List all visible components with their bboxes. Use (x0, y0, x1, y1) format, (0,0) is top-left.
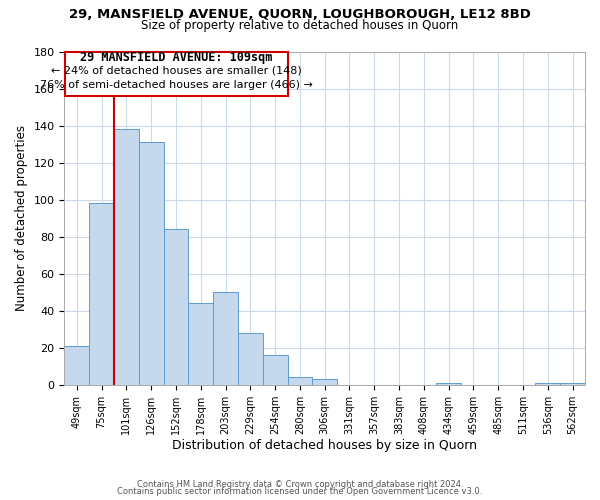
Bar (436, 383, 461, 385)
Text: 29, MANSFIELD AVENUE, QUORN, LOUGHBOROUGH, LE12 8BD: 29, MANSFIELD AVENUE, QUORN, LOUGHBOROUG… (69, 8, 531, 20)
Bar (535, 383, 560, 385)
Text: Contains HM Land Registry data © Crown copyright and database right 2024.: Contains HM Land Registry data © Crown c… (137, 480, 463, 489)
FancyBboxPatch shape (65, 52, 287, 96)
Bar (213, 292, 238, 385)
Bar (164, 230, 188, 385)
Bar (188, 304, 213, 385)
Text: ← 24% of detached houses are smaller (148): ← 24% of detached houses are smaller (14… (51, 66, 302, 76)
Bar (64, 346, 89, 385)
Bar (287, 378, 313, 385)
Text: Size of property relative to detached houses in Quorn: Size of property relative to detached ho… (142, 18, 458, 32)
Bar (313, 380, 337, 385)
Y-axis label: Number of detached properties: Number of detached properties (15, 125, 28, 311)
Text: 29 MANSFIELD AVENUE: 109sqm: 29 MANSFIELD AVENUE: 109sqm (80, 52, 272, 64)
Bar (139, 142, 164, 385)
Text: Contains public sector information licensed under the Open Government Licence v3: Contains public sector information licen… (118, 487, 482, 496)
Bar (114, 130, 139, 385)
Bar (560, 383, 585, 385)
Text: 76% of semi-detached houses are larger (466) →: 76% of semi-detached houses are larger (… (40, 80, 313, 90)
Bar (263, 355, 287, 385)
Bar (238, 333, 263, 385)
Bar (89, 204, 114, 385)
X-axis label: Distribution of detached houses by size in Quorn: Distribution of detached houses by size … (172, 440, 477, 452)
